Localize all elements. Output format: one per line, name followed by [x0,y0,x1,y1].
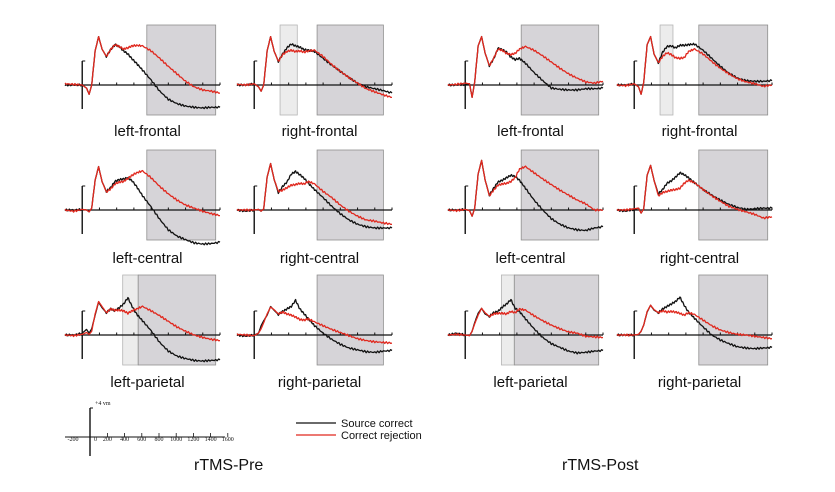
panel-label: left-central [495,250,565,267]
late-time-window [520,24,600,116]
erp-panel-rtms-post-right-parietal: right-parietal [616,274,773,391]
condition-title-pre: rTMS-Pre [194,457,263,474]
scale-y-label: +4 vm [95,401,111,407]
erp-panel-rtms-pre-left-central: left-central [64,149,221,267]
scale-x-tick-label: 200 [103,437,112,443]
panel-label: left-parietal [493,374,567,391]
waveform-source-correct [64,296,221,363]
panel-label: right-frontal [282,123,358,140]
panel-label: right-central [660,250,739,267]
legend: Source correct Correct rejection [296,418,422,442]
waveform-correct-rejection [236,306,393,345]
waveform-correct-rejection [64,300,221,342]
late-time-window [513,274,600,366]
late-time-window [137,274,217,366]
scale-x-ticks: -200 0 200 400 600 800 1000 1200 1400 1600 [68,433,234,443]
late-time-window [698,149,769,241]
waveform-correct-rejection [236,162,393,226]
erp-panel-rtms-post-left-frontal: left-frontal [447,24,604,140]
panel-label: right-frontal [662,123,738,140]
erp-panel-rtms-pre-right-parietal: right-parietal [236,274,393,391]
early-time-window [122,274,139,366]
scale-x-tick-label: 0 [94,437,97,443]
scale-x-tick-label: 1400 [205,437,217,443]
panel-label: right-central [280,250,359,267]
waveform-correct-rejection [616,164,773,220]
erp-panel-rtms-pre-right-central: right-central [236,149,393,267]
early-time-window [659,24,674,116]
scale-x-tick-label: 400 [120,437,129,443]
scale-x-tick-label: 1200 [187,437,199,443]
panel-label: left-frontal [114,123,181,140]
panel-label: right-parietal [658,374,741,391]
legend-label-source-correct: Source correct [341,418,413,430]
waveform-correct-rejection [616,304,773,340]
waveform-correct-rejection [616,35,773,95]
scale-x-tick-label: 1600 [222,437,234,443]
waveform-correct-rejection [64,35,220,95]
early-time-window [279,24,298,116]
waveform-correct-rejection [64,165,220,217]
early-time-window [500,274,515,366]
erp-panel-rtms-post-right-frontal: right-frontal [616,24,773,140]
erp-panel-rtms-post-right-central: right-central [616,149,773,267]
erp-panel-rtms-pre-left-frontal: left-frontal [64,24,221,140]
waveform-correct-rejection [236,35,393,99]
erp-panel-rtms-post-left-central: left-central [447,149,604,267]
late-time-window [146,24,217,116]
condition-title-post: rTMS-Post [562,457,639,474]
late-time-window [698,274,769,366]
panel-grid: left-frontal right-frontal left-central rig… [64,24,773,391]
scale-x-tick-label: 1000 [170,437,182,443]
late-time-window [520,149,600,241]
erp-panel-rtms-pre-left-parietal: left-parietal [64,274,221,391]
waveform-source-correct [236,298,393,354]
scale-x-tick-label: 800 [155,437,164,443]
waveform-correct-rejection [447,307,604,339]
waveform-correct-rejection [447,159,604,217]
late-time-window [146,149,217,241]
scale-x-tick-label: 600 [137,437,146,443]
waveform-correct-rejection [447,35,604,99]
late-time-window [316,274,384,366]
legend-label-correct-rejection: Correct rejection [341,430,422,442]
late-time-window [698,24,769,116]
erp-panel-rtms-post-left-parietal: left-parietal [447,274,604,391]
erp-panel-rtms-pre-right-frontal: right-frontal [236,24,393,140]
panel-label: right-parietal [278,374,361,391]
late-time-window [316,149,384,241]
scale-bar: +4 vm -200 0 200 400 600 800 1000 1200 1400 1600 [65,401,234,456]
panel-label: left-frontal [497,123,564,140]
late-time-window [316,24,384,116]
panel-label: left-parietal [110,374,184,391]
panel-label: left-central [112,250,182,267]
scale-x-tick-label: -200 [68,437,79,443]
